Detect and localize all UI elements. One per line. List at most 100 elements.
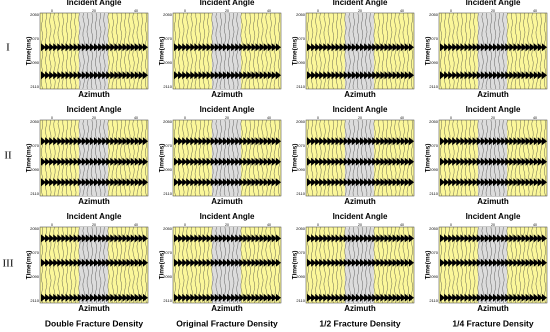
top-tick-label: 20	[225, 223, 229, 227]
reflection-event	[440, 157, 547, 166]
x-axis-label: Azimuth	[344, 304, 376, 313]
top-tick-label: 40	[533, 9, 537, 13]
y-axis-label: Time(ms)	[26, 251, 33, 280]
reflection-event	[41, 71, 148, 80]
top-tick-label: 40	[267, 116, 271, 120]
reflection-event	[41, 43, 148, 52]
reflection-event	[41, 258, 148, 267]
x-axis-label: Azimuth	[344, 90, 376, 99]
y-tick-label: 2110	[429, 84, 438, 89]
y-axis-label: Time(ms)	[425, 251, 432, 280]
panel-title: Incident Angle	[67, 0, 122, 7]
y-tick-label: 2070	[163, 250, 173, 255]
column-label: 1/4 Fracture Density	[452, 318, 534, 328]
top-tick-label: 40	[134, 116, 138, 120]
y-tick-label: 2110	[30, 191, 39, 196]
top-tick-label: 20	[92, 223, 96, 227]
reflection-event	[174, 293, 281, 302]
y-tick-label: 2050	[296, 226, 306, 231]
reflection-event	[307, 71, 414, 80]
top-tick-label: 0	[317, 223, 319, 227]
panel-title: Incident Angle	[200, 212, 255, 221]
y-axis-label: Time(ms)	[292, 251, 299, 280]
top-tick-label: 40	[134, 9, 138, 13]
reflection-event	[41, 178, 148, 187]
y-tick-label: 2050	[429, 119, 439, 124]
top-tick-label: 20	[358, 116, 362, 120]
reflection-event	[440, 293, 547, 302]
row-label: II	[4, 150, 12, 162]
reflection-event	[174, 234, 281, 243]
y-tick-label: 2110	[30, 298, 39, 303]
x-axis-label: Azimuth	[211, 304, 243, 313]
y-tick-label: 2050	[429, 12, 439, 17]
top-tick-label: 40	[400, 116, 404, 120]
x-axis-label: Azimuth	[477, 90, 509, 99]
y-tick-label: 2090	[296, 167, 306, 172]
y-tick-label: 2050	[30, 119, 40, 124]
top-tick-label: 20	[225, 9, 229, 13]
y-axis-label: Time(ms)	[292, 37, 299, 66]
row-label: III	[3, 258, 14, 270]
y-tick-label: 2110	[429, 298, 438, 303]
top-tick-label: 0	[184, 223, 186, 227]
top-tick-label: 20	[491, 116, 495, 120]
column-label: Original Fracture Density	[176, 318, 278, 328]
y-tick-label: 2090	[429, 167, 439, 172]
top-tick-label: 40	[400, 223, 404, 227]
y-tick-label: 2110	[296, 84, 305, 89]
x-axis-label: Azimuth	[78, 197, 110, 206]
top-tick-label: 0	[450, 223, 452, 227]
y-axis-label: Time(ms)	[425, 144, 432, 173]
top-tick-label: 20	[92, 9, 96, 13]
y-tick-label: 2090	[163, 274, 173, 279]
top-tick-label: 20	[491, 9, 495, 13]
panel-title: Incident Angle	[67, 105, 122, 114]
top-tick-label: 0	[450, 9, 452, 13]
panel-title: Incident Angle	[466, 0, 521, 7]
panel-title: Incident Angle	[200, 105, 255, 114]
y-axis-label: Time(ms)	[159, 144, 166, 173]
row-label: I	[6, 42, 10, 54]
y-tick-label: 2090	[429, 274, 439, 279]
x-axis-label: Azimuth	[78, 304, 110, 313]
top-tick-label: 0	[317, 9, 319, 13]
y-tick-label: 2110	[296, 191, 305, 196]
reflection-event	[174, 43, 281, 52]
top-tick-label: 0	[51, 116, 53, 120]
y-tick-label: 2110	[296, 298, 305, 303]
reflection-event	[307, 234, 414, 243]
y-tick-label: 2050	[163, 119, 173, 124]
x-axis-label: Azimuth	[477, 304, 509, 313]
reflection-event	[41, 234, 148, 243]
y-tick-label: 2090	[296, 60, 306, 65]
reflection-event	[307, 258, 414, 267]
y-axis-label: Time(ms)	[425, 37, 432, 66]
panel-title: Incident Angle	[333, 212, 388, 221]
reflection-event	[440, 71, 547, 80]
y-tick-label: 2070	[296, 250, 306, 255]
top-tick-label: 0	[450, 116, 452, 120]
y-tick-label: 2070	[30, 36, 40, 41]
panel-title: Incident Angle	[333, 105, 388, 114]
y-tick-label: 2050	[429, 226, 439, 231]
y-tick-label: 2070	[30, 250, 40, 255]
y-tick-label: 2070	[30, 143, 40, 148]
reflection-event	[307, 293, 414, 302]
x-axis-label: Azimuth	[477, 197, 509, 206]
y-tick-label: 2090	[30, 60, 40, 65]
top-tick-label: 0	[184, 9, 186, 13]
y-axis-label: Time(ms)	[159, 37, 166, 66]
panel-title: Incident Angle	[200, 0, 255, 7]
top-tick-label: 0	[51, 223, 53, 227]
y-axis-label: Time(ms)	[159, 251, 166, 280]
top-tick-label: 40	[533, 223, 537, 227]
top-tick-label: 40	[267, 223, 271, 227]
y-tick-label: 2090	[296, 274, 306, 279]
y-tick-label: 2050	[296, 12, 306, 17]
y-axis-label: Time(ms)	[26, 144, 33, 173]
y-tick-label: 2090	[30, 274, 40, 279]
y-axis-label: Time(ms)	[26, 37, 33, 66]
